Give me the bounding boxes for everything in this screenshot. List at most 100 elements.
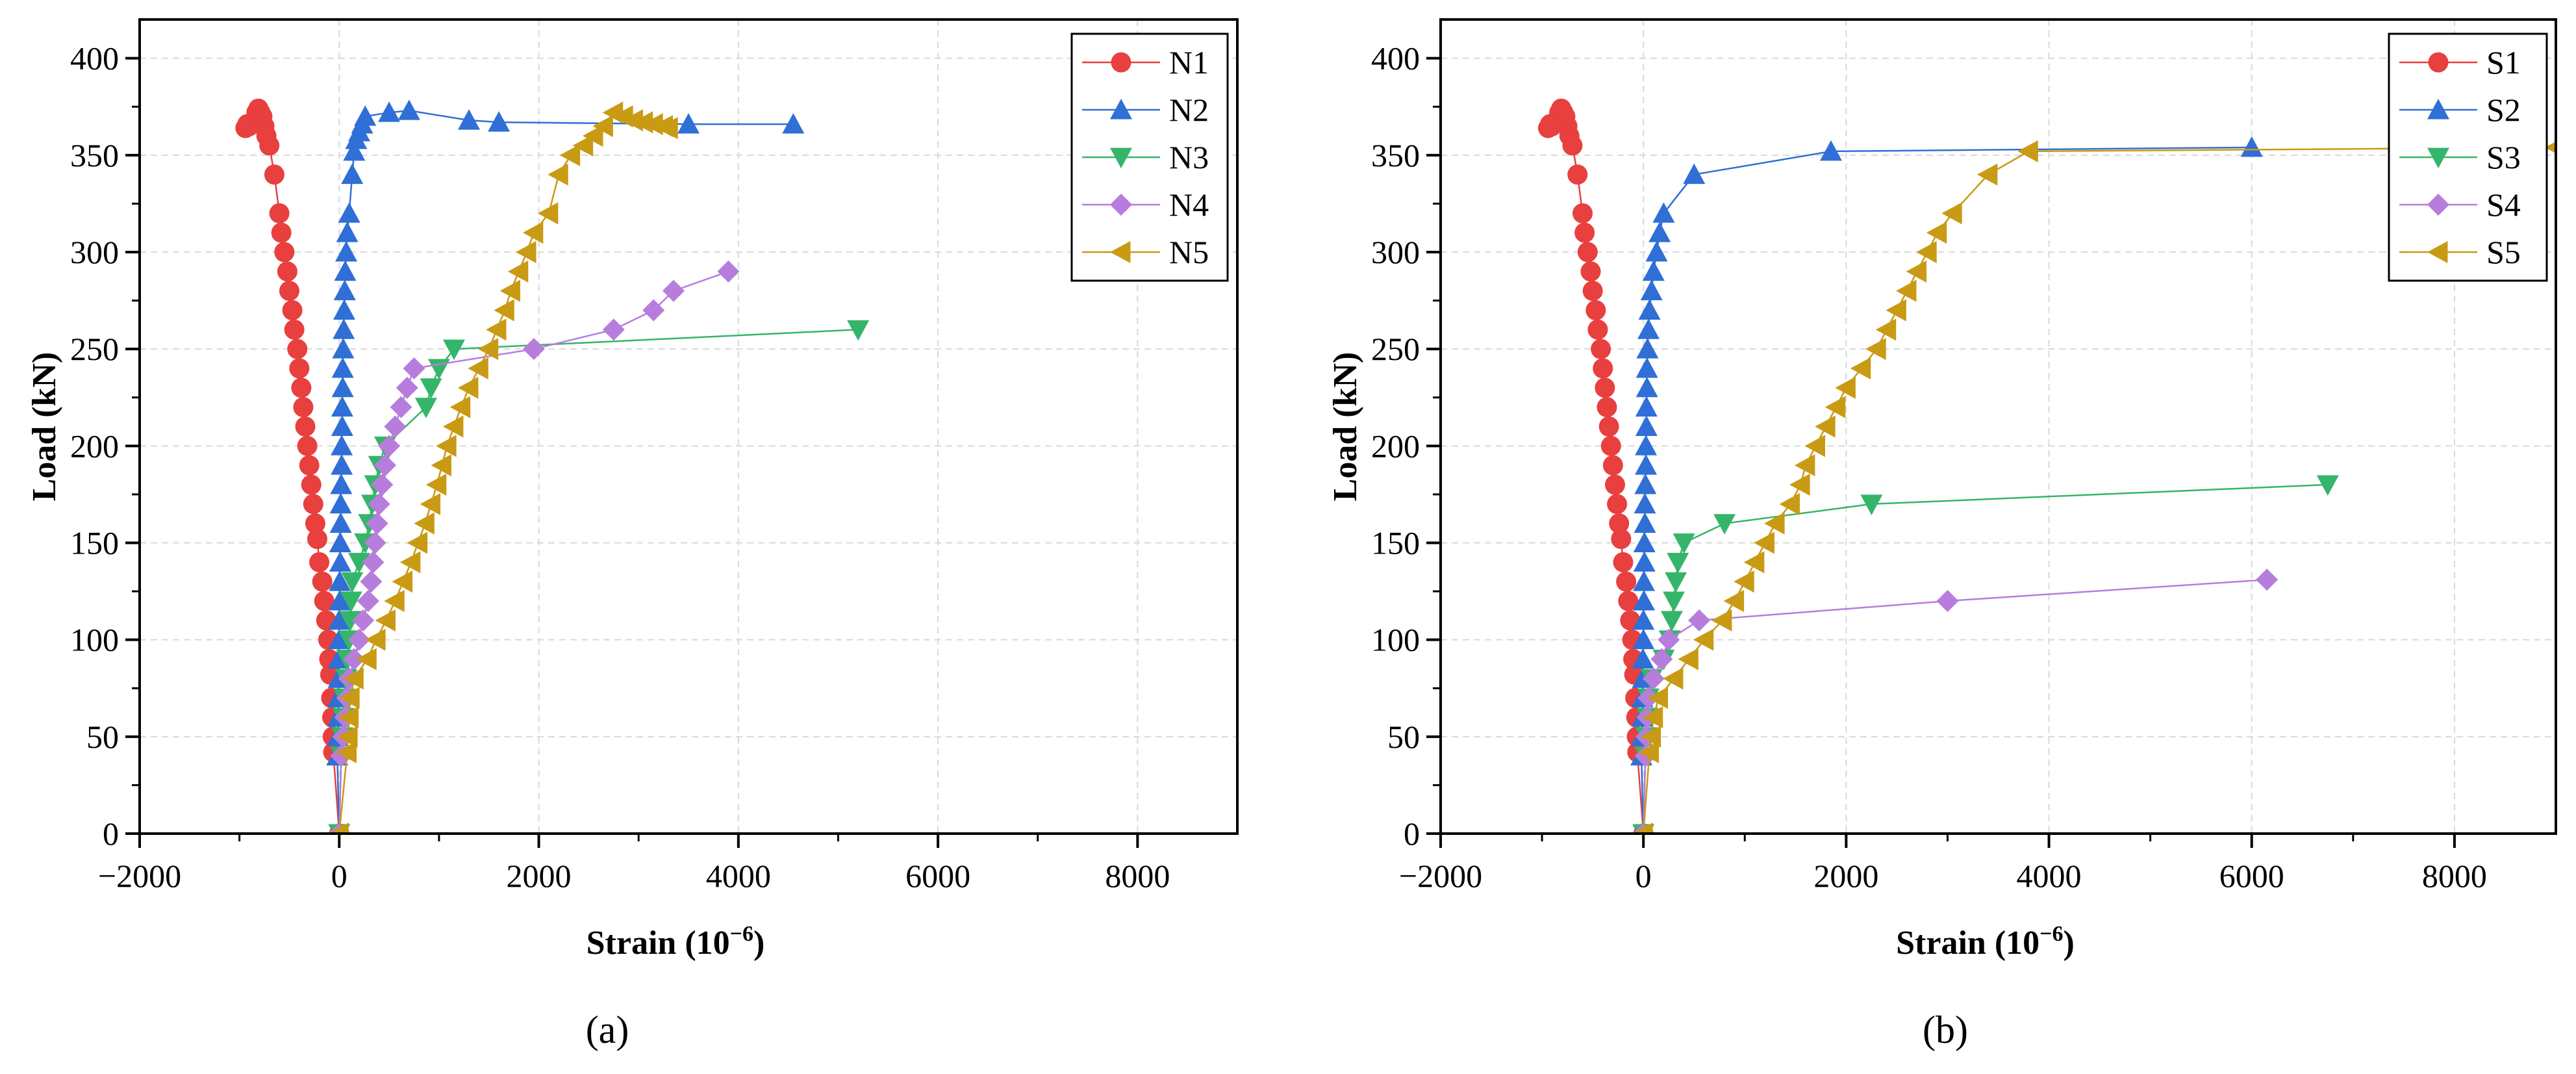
data-point-N1 xyxy=(235,118,256,138)
data-point-S5 xyxy=(1850,357,1871,379)
x-tick-label: 6000 xyxy=(905,858,970,894)
data-point-N4 xyxy=(717,260,740,283)
data-point-N5 xyxy=(356,648,377,671)
data-point-N5 xyxy=(486,318,507,341)
data-point-N5 xyxy=(559,144,581,166)
data-point-N1 xyxy=(299,455,320,476)
data-point-N5 xyxy=(494,299,514,322)
data-point-N1 xyxy=(274,242,295,262)
data-point-S5 xyxy=(1754,531,1774,554)
legend: N1 N2 N3 N4 N5 xyxy=(1070,32,1229,282)
data-point-N1 xyxy=(264,164,284,185)
data-point-N5 xyxy=(328,823,349,834)
data-point-S2 xyxy=(1652,202,1675,223)
x-tick-label: 2000 xyxy=(1813,858,1878,894)
series-S4 xyxy=(1632,569,2279,834)
plot-frame xyxy=(1439,18,2557,835)
series-N1 xyxy=(235,98,349,834)
legend: S1 S2 S3 S4 S5 xyxy=(2388,32,2548,282)
data-point-S5 xyxy=(1789,474,1810,496)
data-point-S3 xyxy=(1673,533,1695,554)
data-point-N2 xyxy=(333,299,355,320)
data-point-S1 xyxy=(1574,222,1595,243)
data-point-N2 xyxy=(677,113,700,134)
data-point-S5 xyxy=(1875,318,1897,341)
data-point-S1 xyxy=(1593,358,1613,379)
legend-marker-N1 xyxy=(1111,52,1131,73)
x-tick-label: 0 xyxy=(1635,858,1652,894)
legend-label-S2: S2 xyxy=(2486,92,2521,128)
legend-marker-S4 xyxy=(2427,194,2449,216)
data-point-N2 xyxy=(334,260,357,281)
series-line-N3 xyxy=(338,329,859,834)
data-point-S3 xyxy=(1665,572,1687,593)
data-point-N4 xyxy=(396,376,418,399)
data-point-S5 xyxy=(1941,202,1962,225)
data-point-N1 xyxy=(289,358,310,379)
data-point-S3 xyxy=(1667,552,1689,574)
data-point-N2 xyxy=(328,628,351,650)
data-point-N2 xyxy=(331,396,353,417)
chart-panel-a: −2000 0 2000 4000 6000 8000 0 50 100 150 200 250 300… xyxy=(26,18,1239,1051)
legend-label-N4: N4 xyxy=(1169,186,1209,223)
legend-label-S5: S5 xyxy=(2486,234,2521,270)
data-point-S2 xyxy=(1635,435,1658,455)
data-point-S2 xyxy=(1648,222,1671,242)
data-point-S1 xyxy=(1582,281,1603,301)
y-tick-label: 200 xyxy=(70,428,119,464)
data-point-S5 xyxy=(1632,823,1653,834)
data-point-N2 xyxy=(488,111,511,132)
y-tick-label: 150 xyxy=(70,525,119,561)
x-tick-label: −2000 xyxy=(98,858,181,894)
data-point-S2 xyxy=(1632,570,1655,591)
y-tick-label: 250 xyxy=(1371,331,1420,367)
legend-marker-S1 xyxy=(2428,52,2449,73)
legend-label-N1: N1 xyxy=(1169,44,1209,81)
data-point-N2 xyxy=(329,531,351,552)
data-point-N4 xyxy=(522,338,545,361)
data-point-N2 xyxy=(335,241,358,262)
data-point-S2 xyxy=(1633,551,1656,572)
data-point-N5 xyxy=(592,115,613,138)
data-point-N5 xyxy=(338,706,359,728)
data-point-S1 xyxy=(1611,529,1632,550)
y-tick-label: 350 xyxy=(70,137,119,173)
data-point-S1 xyxy=(1609,513,1630,534)
data-point-N5 xyxy=(458,376,479,399)
data-point-N2 xyxy=(338,202,360,223)
data-point-S1 xyxy=(1604,474,1625,495)
legend-marker-N5 xyxy=(1110,241,1131,263)
data-point-S2 xyxy=(1634,492,1656,514)
data-point-N1 xyxy=(297,435,318,456)
legend-label-S4: S4 xyxy=(2486,186,2521,223)
y-tick-label: 300 xyxy=(1371,234,1420,270)
data-point-N2 xyxy=(331,435,353,455)
data-point-N2 xyxy=(331,376,354,398)
data-point-S5 xyxy=(1764,512,1785,535)
data-point-N4 xyxy=(343,648,366,671)
data-point-N4 xyxy=(366,512,388,535)
y-tick-label: 400 xyxy=(1371,40,1420,77)
y-axis-title: Load (kN) xyxy=(26,352,63,502)
series-line-S4 xyxy=(1642,578,2267,834)
legend-label-N5: N5 xyxy=(1169,234,1209,270)
data-point-N1 xyxy=(295,416,316,437)
data-point-N4 xyxy=(390,396,412,418)
data-point-N5 xyxy=(583,125,603,147)
data-point-S1 xyxy=(1597,397,1617,418)
data-point-S2 xyxy=(1636,338,1659,359)
series-S1 xyxy=(1537,98,1654,834)
data-point-N5 xyxy=(343,667,364,690)
data-point-S1 xyxy=(1607,494,1628,515)
data-point-S5 xyxy=(1779,492,1800,515)
data-point-N5 xyxy=(516,241,537,263)
data-point-S2 xyxy=(1634,512,1656,533)
data-point-S1 xyxy=(1595,377,1615,398)
data-point-N3 xyxy=(442,339,465,361)
data-point-N2 xyxy=(331,357,354,378)
data-point-S5 xyxy=(1976,163,1998,186)
data-point-N4 xyxy=(357,590,379,612)
x-tick-label: −2000 xyxy=(1399,858,1482,894)
y-tick-label: 300 xyxy=(70,234,119,270)
